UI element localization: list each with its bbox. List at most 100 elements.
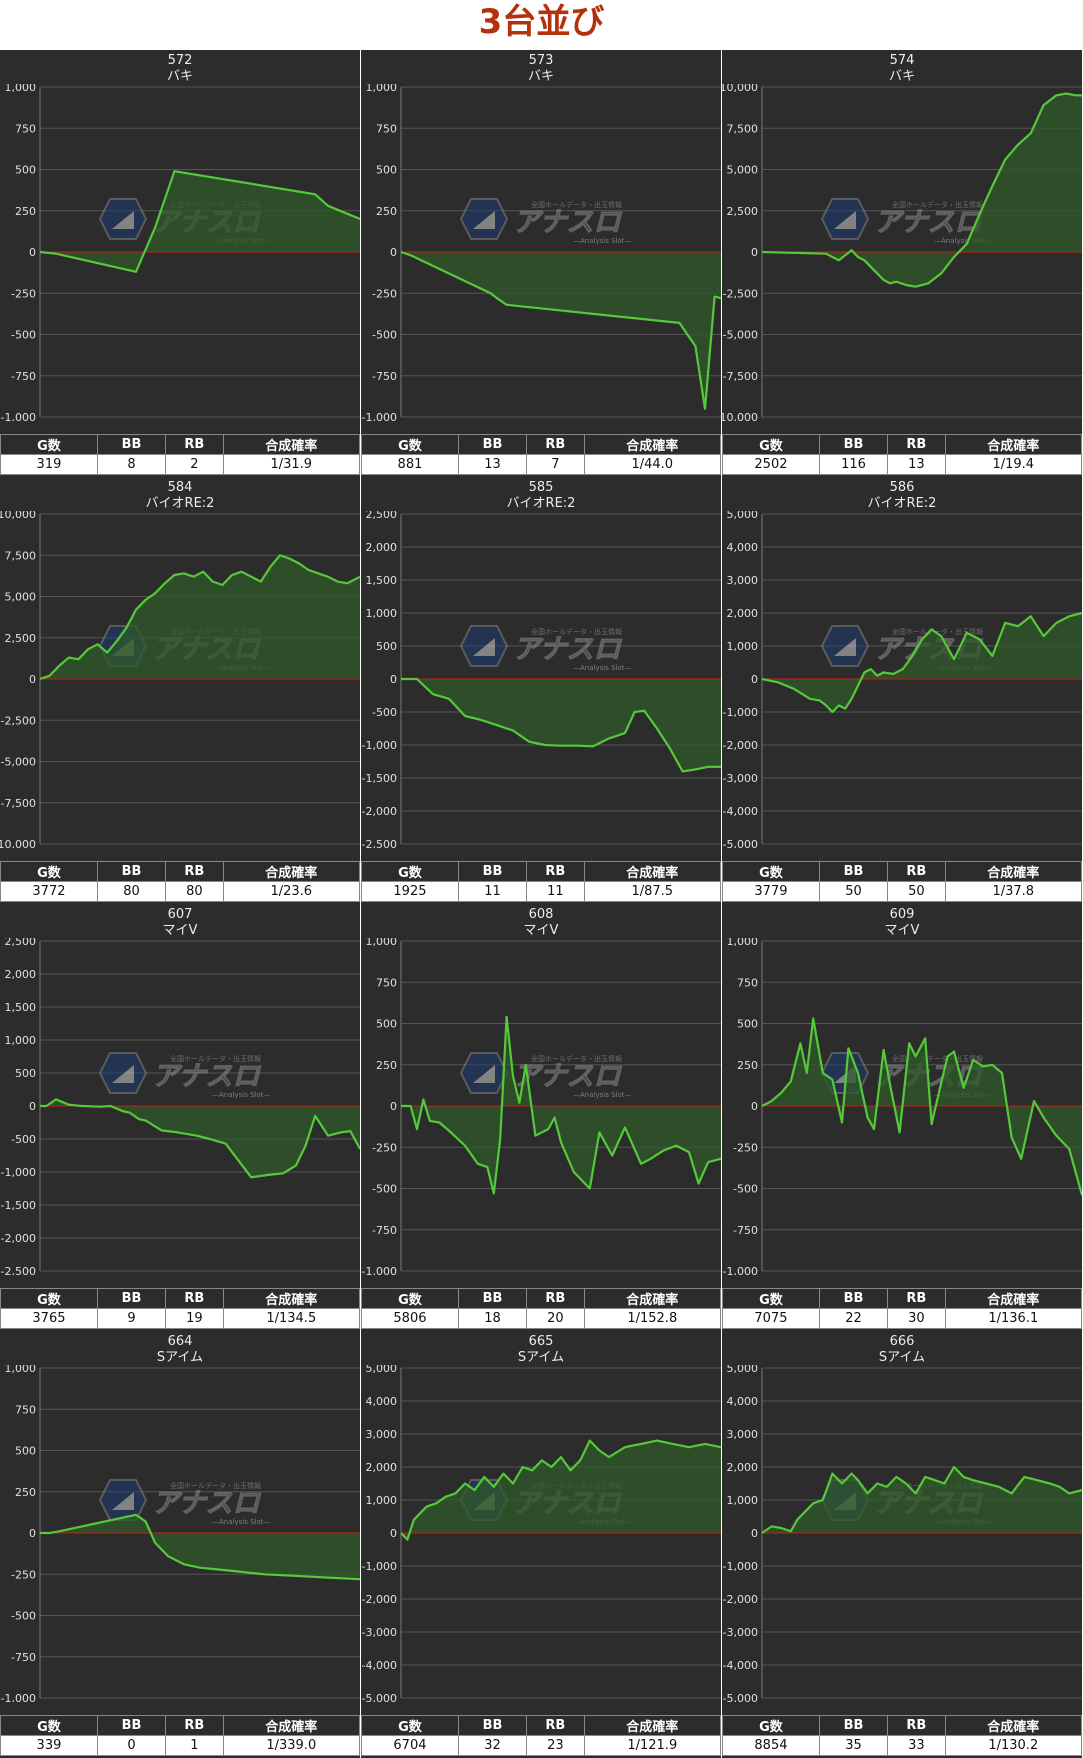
rb-value: 20 <box>526 1308 585 1329</box>
games-value: 8854 <box>722 1735 820 1756</box>
stats-header: BB <box>457 861 528 882</box>
y-tick-label: -1,000 <box>1 1692 36 1702</box>
chart-plot: 5,000 4,000 3,000 2,000 1,000 0 -1,000 -2,000 -3… <box>723 511 1082 848</box>
machine-number: 584 <box>167 480 193 495</box>
chart-header: 586 バイオRE:2 <box>722 480 1082 512</box>
machine-model: マイV <box>162 923 198 938</box>
stats-header: RB <box>526 1715 585 1736</box>
svg-text:アナスロ: アナスロ <box>152 1061 261 1092</box>
svg-text:全国ホールデータ・出玉情報: 全国ホールデータ・出玉情報 <box>170 1481 261 1490</box>
chart-panel-585: 585 バイオRE:2 2,500 2,000 1,500 1,000 500 0 -500 -1… <box>361 477 721 904</box>
y-tick-label: 500 <box>737 1018 758 1031</box>
stats-header: RB <box>887 1288 946 1309</box>
stats-table: G数 BB RB 合成確率 6704 32 23 1/121.9 <box>361 1715 721 1756</box>
probability-value: 1/152.8 <box>583 1308 721 1329</box>
y-tick-label: 0 <box>751 673 758 686</box>
y-tick-label: -5,000 <box>723 329 758 342</box>
y-tick-label: 5,000 <box>5 591 37 604</box>
svg-text:全国ホールデータ・出玉情報: 全国ホールデータ・出玉情報 <box>892 1054 983 1063</box>
games-value: 2502 <box>722 454 820 475</box>
bb-value: 35 <box>818 1735 889 1756</box>
series-area <box>40 1514 360 1580</box>
stats-header: G数 <box>722 1715 820 1736</box>
y-tick-label: -2,500 <box>723 287 758 300</box>
y-tick-label: 750 <box>376 976 397 989</box>
machine-model: バキ <box>166 69 193 84</box>
y-tick-label: -5,000 <box>723 1692 758 1702</box>
svg-text:アナスロ: アナスロ <box>152 1488 261 1519</box>
machine-number: 609 <box>889 907 915 922</box>
stats-table: G数 BB RB 合成確率 5806 18 20 1/152.8 <box>361 1288 721 1329</box>
rb-value: 33 <box>887 1735 946 1756</box>
y-tick-label: -3,000 <box>723 772 758 785</box>
y-tick-label: 2,000 <box>727 1461 759 1474</box>
chart-plot: 1,0007505002500-250-500-750-1,000アナスロ全国ホ… <box>1 84 360 421</box>
stats-header: BB <box>818 434 889 455</box>
machine-model: バイオRE:2 <box>506 496 576 511</box>
chart-header: 607 マイV <box>0 907 360 939</box>
y-tick-label: -1,000 <box>723 1265 758 1275</box>
svg-text:全国ホールデータ・出玉情報: 全国ホールデータ・出玉情報 <box>892 627 983 636</box>
stats-table: G数 BB RB 合成確率 7075 22 30 1/136.1 <box>722 1288 1082 1329</box>
stats-header: BB <box>96 1715 167 1736</box>
y-tick-label: -750 <box>372 1224 397 1237</box>
rb-value: 1 <box>165 1735 224 1756</box>
y-tick-label: -7,500 <box>1 797 36 810</box>
machine-model: バイオRE:2 <box>867 496 937 511</box>
games-value: 6704 <box>361 1735 459 1756</box>
stats-header: BB <box>457 1288 528 1309</box>
y-tick-label: 4,000 <box>727 541 759 554</box>
stats-header: 合成確率 <box>222 861 360 882</box>
stats-header: BB <box>818 1715 889 1736</box>
chart-plot: 1,0007505002500-250-500-750-1,000アナスロ全国ホ… <box>362 84 721 421</box>
y-tick-label: 500 <box>15 1067 36 1080</box>
y-tick-label: 1,000 <box>366 938 398 948</box>
rb-value: 80 <box>165 881 224 902</box>
bb-value: 22 <box>818 1308 889 1329</box>
stats-header: RB <box>165 434 224 455</box>
stats-header: RB <box>887 1715 946 1736</box>
y-tick-label: 250 <box>15 1486 36 1499</box>
chart-plot: 1,0007505002500-250-500-750-1,000アナスロ全国ホ… <box>723 938 1082 1275</box>
machine-number: 666 <box>889 1334 915 1349</box>
rb-value: 2 <box>165 454 224 475</box>
y-tick-label: 0 <box>390 246 397 259</box>
y-tick-label: 1,000 <box>366 1494 398 1507</box>
stats-header: RB <box>887 434 946 455</box>
y-tick-label: -250 <box>372 1141 397 1154</box>
y-tick-label: -500 <box>372 329 397 342</box>
y-tick-label: -4,000 <box>723 805 758 818</box>
y-tick-label: 0 <box>29 1527 36 1540</box>
y-tick-label: 1,000 <box>5 1034 37 1047</box>
y-tick-label: 500 <box>376 164 397 177</box>
y-tick-label: -1,000 <box>723 706 758 719</box>
stats-header: 合成確率 <box>583 1288 721 1309</box>
machine-number: 585 <box>528 480 554 495</box>
y-tick-label: 3,000 <box>727 1428 759 1441</box>
rb-value: 19 <box>165 1308 224 1329</box>
y-tick-label: -3,000 <box>362 1626 397 1639</box>
machine-number: 665 <box>528 1334 554 1349</box>
y-tick-label: 1,000 <box>727 640 759 653</box>
y-tick-label: 5,000 <box>727 511 759 521</box>
y-tick-label: -2,000 <box>723 1593 758 1606</box>
chart-header: 666 Sアイム <box>722 1334 1082 1366</box>
chart-panel-666: 666 Sアイム 5,000 4,000 3,000 2,000 1,000 0 -1,000-… <box>722 1331 1082 1758</box>
stats-header: 合成確率 <box>222 434 360 455</box>
series-area <box>40 555 360 679</box>
stats-table: G数 BB RB 合成確率 319 8 2 1/31.9 <box>0 434 360 475</box>
stats-header: RB <box>165 861 224 882</box>
y-tick-label: 5,000 <box>727 1365 759 1375</box>
svg-text:アナスロ: アナスロ <box>513 634 622 665</box>
machine-model: バキ <box>527 69 554 84</box>
y-tick-label: -1,000 <box>362 1265 397 1275</box>
y-tick-label: 500 <box>15 164 36 177</box>
svg-text:全国ホールデータ・出玉情報: 全国ホールデータ・出玉情報 <box>892 200 983 209</box>
machine-number: 607 <box>167 907 193 922</box>
series-line <box>40 1098 360 1179</box>
games-value: 3765 <box>0 1308 98 1329</box>
stats-header: RB <box>887 861 946 882</box>
rb-value: 23 <box>526 1735 585 1756</box>
chart-header: 584 バイオRE:2 <box>0 480 360 512</box>
